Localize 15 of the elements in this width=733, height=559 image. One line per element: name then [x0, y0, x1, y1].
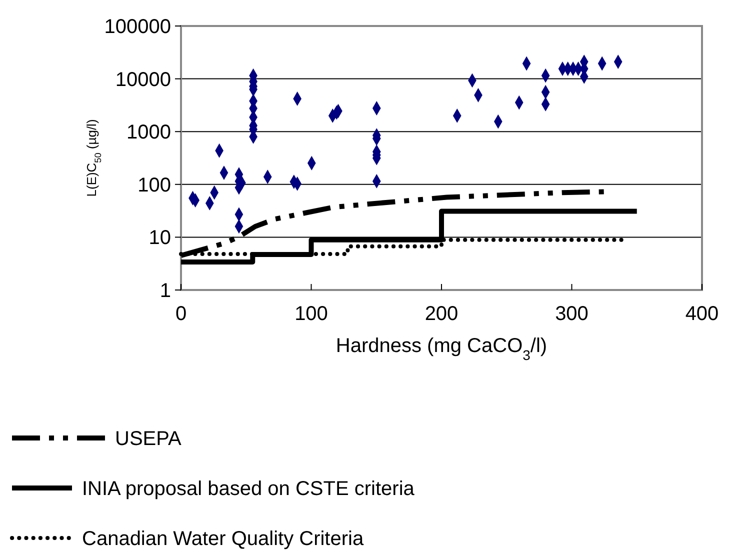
x-axis-title: Hardness (mg CaCO$_{3}$/l) [336, 335, 548, 363]
y-tick-label: 1 [160, 280, 171, 302]
y-tick-label: 10000 [115, 68, 171, 91]
x-tick-label: 400 [685, 303, 719, 325]
y-tick-label: 100 [138, 174, 171, 196]
legend-label: USEPA [115, 428, 182, 450]
y-tick-label: 100000 [104, 16, 171, 38]
legend-label: Canadian Water Quality Criteria [82, 528, 364, 550]
legend-label: INIA proposal based on CSTE criteria [82, 478, 416, 500]
y-tick-label: 1000 [126, 122, 171, 144]
x-tick-label: 100 [294, 303, 328, 325]
y-tick-label: 10 [148, 227, 171, 250]
x-tick-label: 0 [175, 303, 187, 325]
x-tick-label: 300 [555, 303, 588, 325]
x-tick-label: 200 [424, 303, 458, 325]
